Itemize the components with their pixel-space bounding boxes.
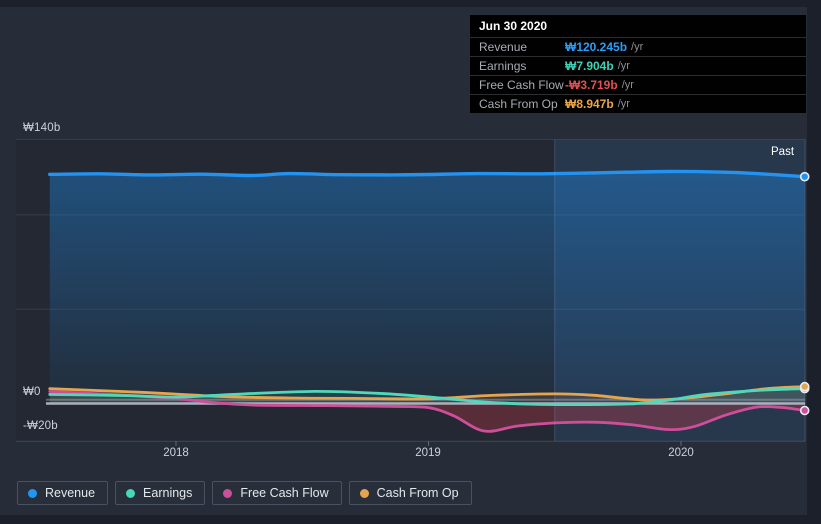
revenue-dot-icon (28, 488, 37, 498)
chart-tooltip: Jun 30 2020 Revenue ₩120.245b /yr Earnin… (470, 15, 806, 113)
tooltip-label: Cash From Op (479, 97, 558, 111)
legend-item-earnings[interactable]: Earnings (115, 481, 206, 505)
x-axis-label-2019: 2019 (415, 447, 441, 459)
tooltip-unit: /yr (621, 79, 634, 91)
x-axis-label-2018: 2018 (163, 447, 189, 459)
y-axis-label-140b: ₩140b (23, 122, 61, 134)
tooltip-unit: /yr (631, 41, 644, 53)
cash-from-op-dot-icon (359, 488, 369, 498)
legend-label: Free Cash Flow (240, 486, 329, 500)
tooltip-label: Free Cash Flow (479, 78, 564, 92)
tooltip-row-free-cash-flow: Free Cash Flow -₩3.719b /yr (470, 75, 806, 94)
chart-legend: Revenue Earnings Free Cash Flow Cash Fro… (17, 481, 472, 505)
tooltip-row-revenue: Revenue ₩120.245b /yr (470, 37, 806, 56)
earnings-dot-icon (126, 488, 136, 498)
legend-item-free-cash-flow[interactable]: Free Cash Flow (212, 481, 342, 505)
tooltip-row-earnings: Earnings ₩7.904b /yr (470, 56, 806, 75)
tooltip-label: Revenue (479, 40, 528, 54)
tooltip-label: Earnings (479, 59, 527, 73)
tooltip-unit: /yr (617, 60, 630, 72)
tooltip-value: ₩7.904b (565, 59, 614, 73)
y-axis-label-neg20b: -₩20b (23, 420, 58, 432)
tooltip-date: Jun 30 2020 (479, 19, 548, 33)
free-cash-flow-dot-icon (223, 488, 233, 498)
x-axis-label-2020: 2020 (668, 447, 694, 459)
tooltip-row-cash-from-op: Cash From Op ₩8.947b /yr (470, 94, 806, 113)
legend-label: Cash From Op (376, 486, 459, 500)
tooltip-unit: /yr (617, 98, 630, 110)
past-region-label: Past (771, 146, 795, 158)
legend-label: Earnings (143, 486, 193, 500)
y-axis-label-0: ₩0 (23, 386, 41, 398)
legend-item-cash-from-op[interactable]: Cash From Op (348, 481, 472, 505)
legend-label: Revenue (45, 486, 96, 500)
tooltip-value: ₩120.245b (565, 40, 628, 54)
tooltip-value: ₩8.947b (565, 97, 614, 111)
legend-item-revenue[interactable]: Revenue (17, 481, 109, 505)
tooltip-value: -₩3.719b (565, 78, 618, 92)
